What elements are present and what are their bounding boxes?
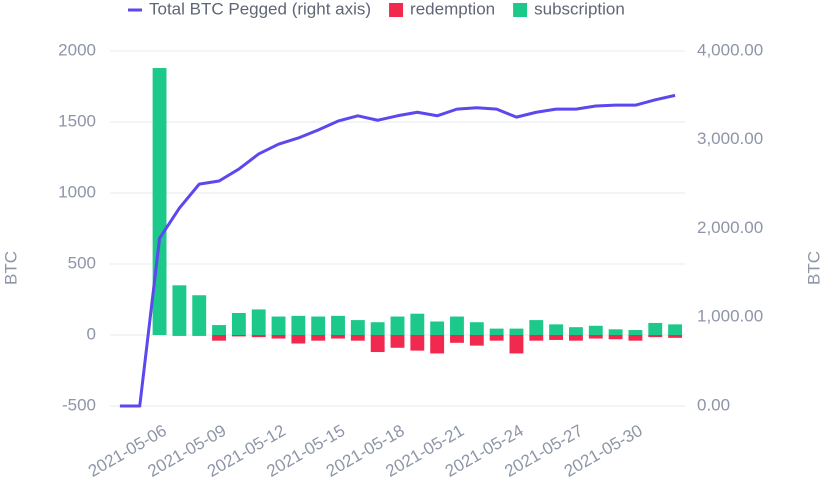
bar [549, 324, 564, 335]
bar [152, 68, 167, 335]
y-tick-label: 0 [87, 324, 96, 343]
bar [529, 335, 544, 341]
bar [172, 335, 187, 336]
bar [410, 335, 425, 351]
bar [192, 335, 207, 336]
y-axis-label: BTC [1, 251, 20, 285]
bar [291, 315, 306, 335]
y-tick-label: 1000 [58, 182, 96, 201]
bar [192, 295, 207, 335]
bar [668, 324, 683, 335]
bar [668, 335, 683, 338]
y2-tick-label: 3,000.00 [697, 129, 763, 148]
bar [390, 335, 405, 348]
y2-axis-label: BTC [804, 251, 823, 285]
bar [370, 335, 385, 353]
bar [410, 313, 425, 335]
bar [509, 328, 524, 335]
bar [251, 335, 266, 338]
bar [608, 329, 623, 335]
legend-label: redemption [410, 0, 495, 18]
bar [350, 320, 365, 335]
bar [331, 335, 345, 339]
y2-tick-label: 0.00 [697, 395, 730, 414]
bar [231, 335, 246, 337]
legend-label: subscription [534, 0, 625, 18]
bar [450, 335, 464, 343]
bar [212, 325, 226, 335]
y-tick-label: -500 [62, 395, 96, 414]
bar [469, 322, 484, 335]
bar [350, 335, 365, 341]
bar [648, 335, 663, 338]
bar [588, 325, 603, 335]
legend-marker [513, 3, 528, 17]
bar [430, 321, 445, 335]
bar [628, 330, 643, 335]
bar [390, 316, 405, 335]
bar [549, 335, 564, 340]
bar [450, 316, 464, 335]
line [119, 93, 676, 408]
bar [212, 335, 226, 341]
bar [430, 335, 445, 354]
legend-marker [389, 3, 404, 17]
y-tick-label: 2000 [58, 40, 96, 59]
y-tick-label: 500 [68, 253, 96, 272]
bar [370, 322, 385, 335]
bar [489, 328, 504, 335]
bar [231, 312, 246, 335]
bar [271, 335, 286, 339]
bar [271, 316, 286, 335]
bar [529, 320, 544, 335]
bar [311, 316, 326, 335]
bar [608, 335, 623, 340]
y2-tick-label: 4,000.00 [697, 40, 763, 59]
bar [311, 335, 326, 341]
bar [628, 335, 643, 341]
bar [648, 322, 663, 335]
bar [251, 309, 266, 335]
bar [172, 285, 187, 335]
bar [569, 335, 583, 341]
bar [489, 335, 504, 341]
bar [469, 335, 484, 346]
legend-label: Total BTC Pegged (right axis) [149, 0, 371, 18]
y2-tick-label: 1,000.00 [697, 307, 763, 326]
y2-tick-label: 2,000.00 [697, 218, 763, 237]
bar [291, 335, 306, 344]
legend: Total BTC Pegged (right axis) redemption s… [128, 0, 625, 18]
bar [569, 327, 583, 335]
bar [331, 315, 345, 335]
y-tick-label: 1500 [58, 111, 96, 130]
bar [509, 335, 524, 354]
bar [588, 335, 603, 339]
